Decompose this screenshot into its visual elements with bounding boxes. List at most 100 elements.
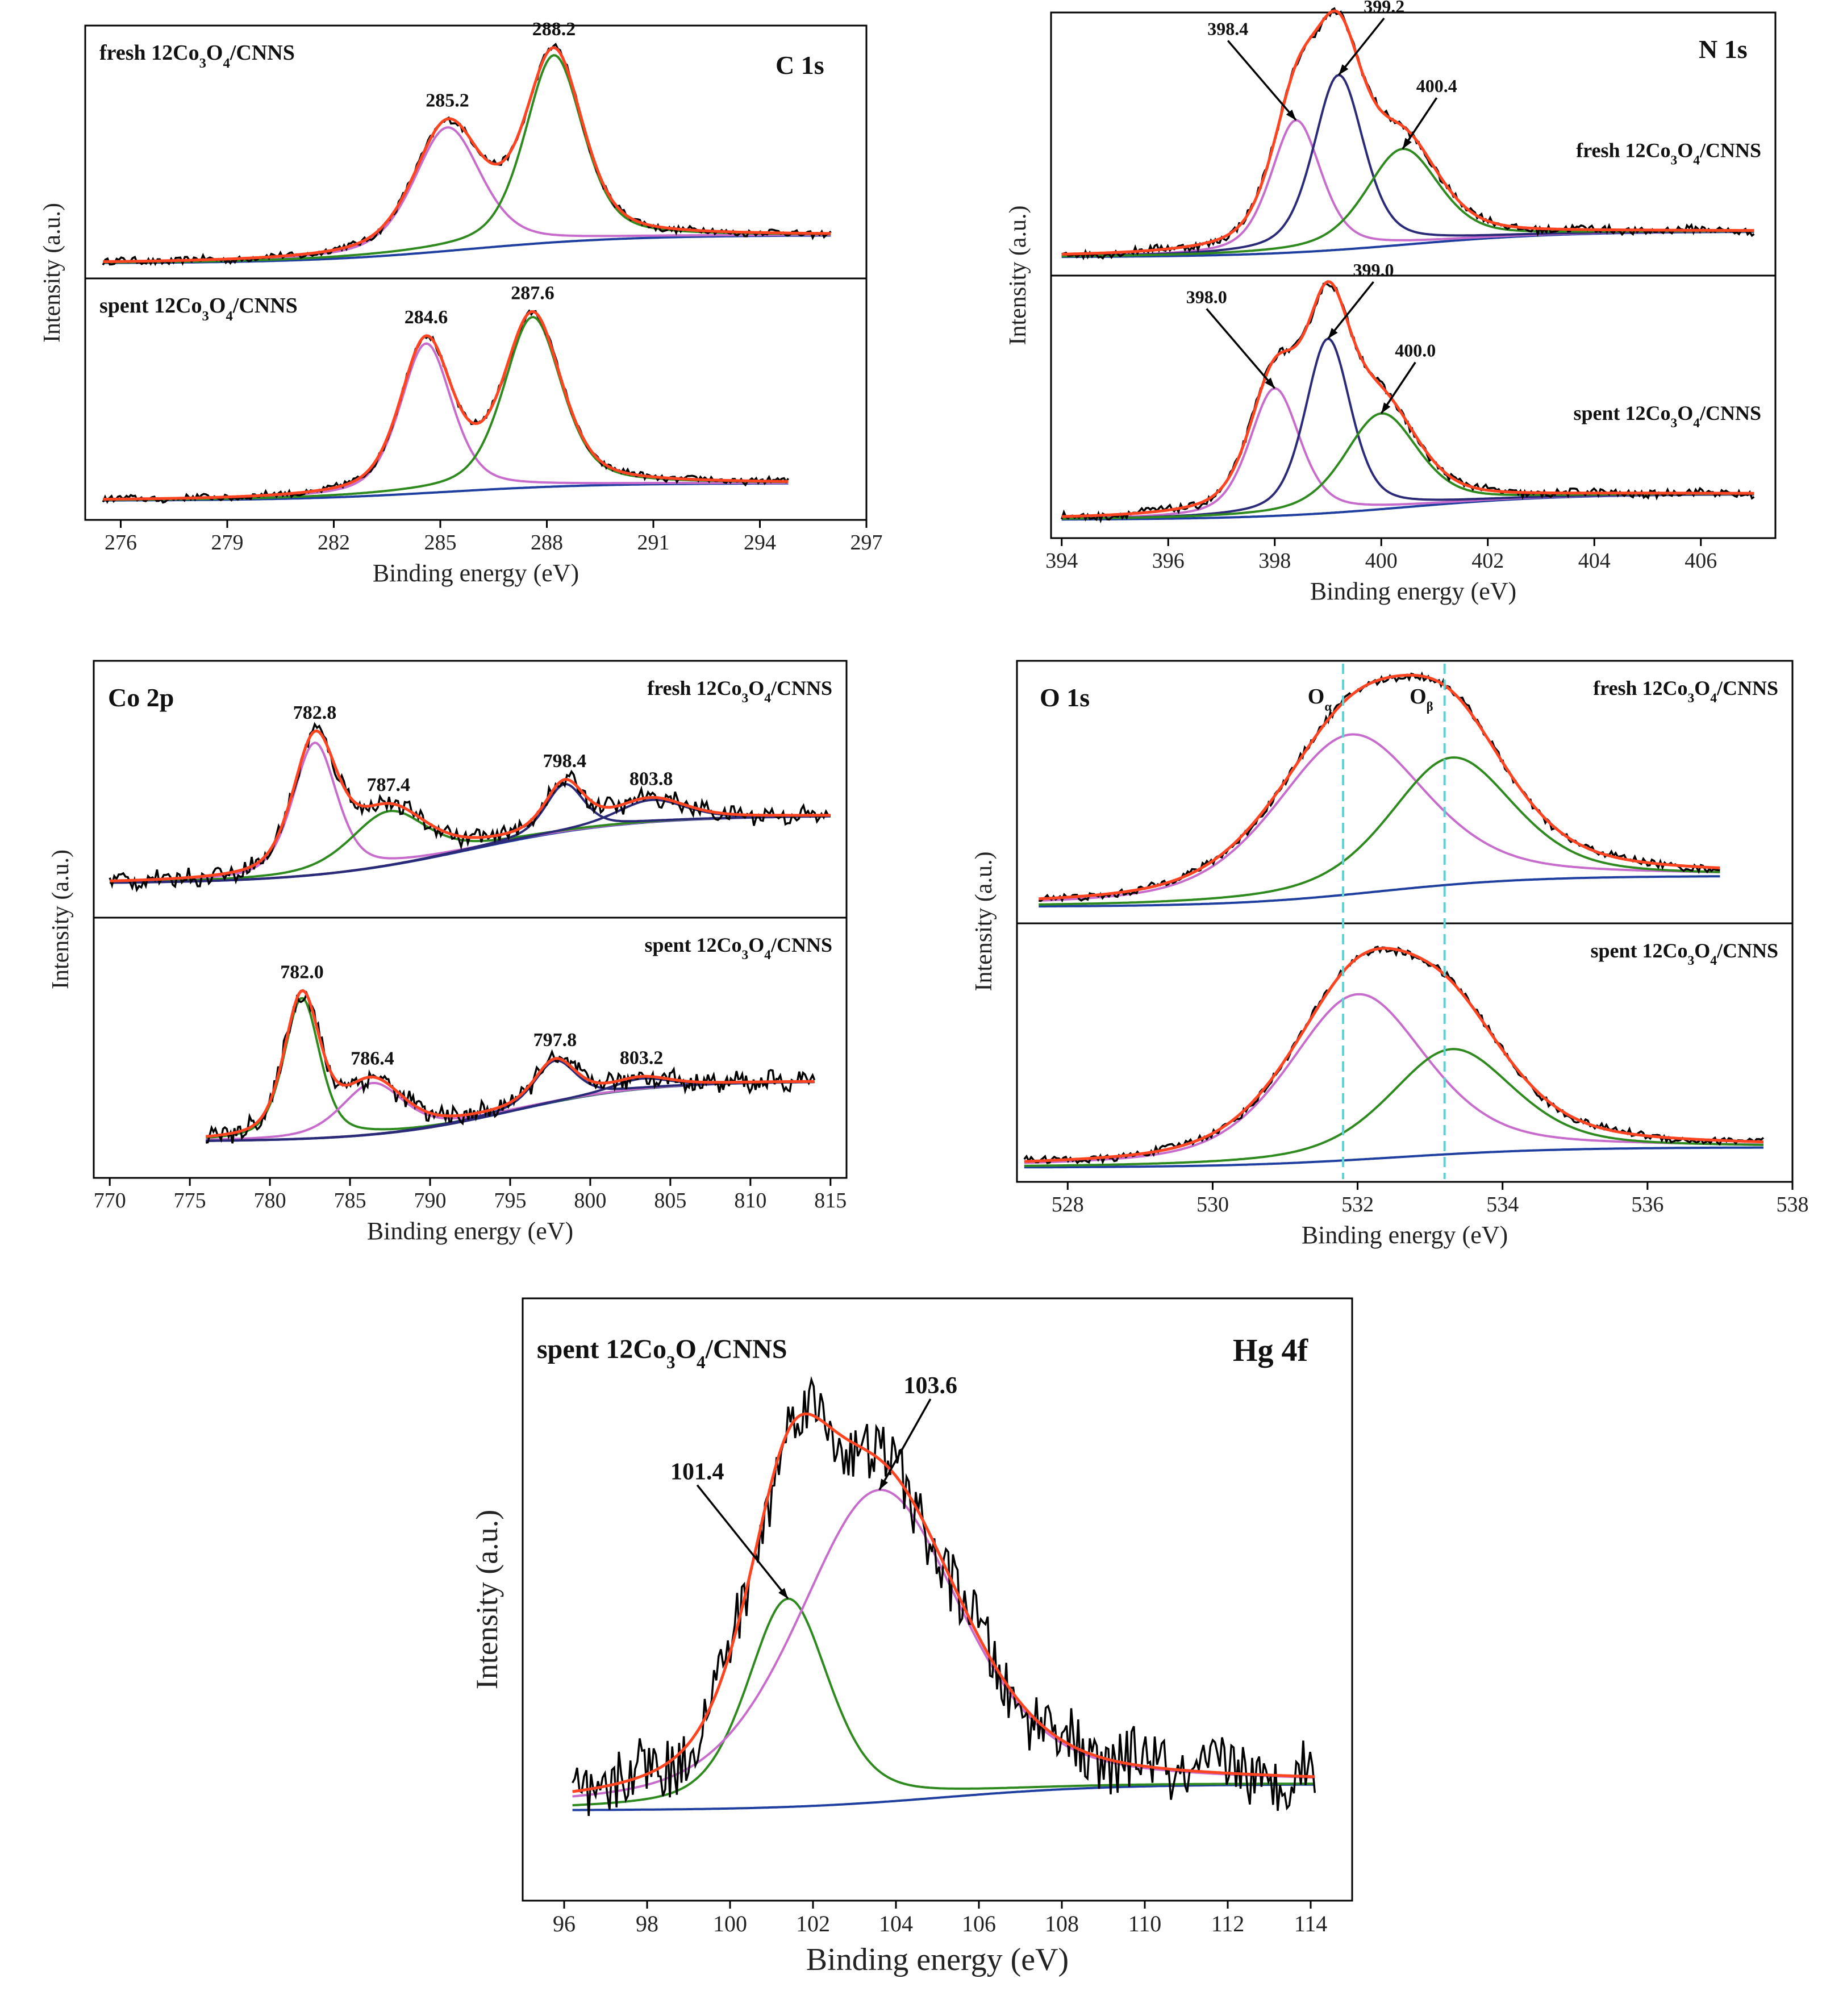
o1s-component-obeta xyxy=(1024,1048,1763,1167)
o1s-y-axis-title: Intensity (a.u.) xyxy=(971,851,997,991)
co2p-tick-label: 780 xyxy=(254,1189,286,1213)
hg4f-tick-label: 98 xyxy=(636,1911,658,1936)
o1s-component-oalpha xyxy=(1039,733,1720,902)
c1s-peak-label: 288.2 xyxy=(532,19,576,40)
hg4f-peak-label: 101.4 xyxy=(670,1459,724,1485)
n1s-arrow-head xyxy=(1286,109,1296,120)
hg4f-tick-label: 114 xyxy=(1294,1911,1328,1936)
co2p-sample-label: spent 12Co3O4/CNNS xyxy=(645,934,832,963)
co2p-tick-label: 770 xyxy=(94,1189,126,1213)
hg4f-arrow-head xyxy=(879,1478,888,1490)
n1s-peak-label: 400.4 xyxy=(1416,76,1457,96)
c1s-panel: 276 279 282 285 288 291 294 297 Binding energy (… xyxy=(39,19,883,587)
co2p-tick-label: 815 xyxy=(814,1189,847,1213)
n1s-x-axis-title: Binding energy (eV) xyxy=(1310,577,1516,605)
hg4f-tick-label: 110 xyxy=(1128,1911,1162,1936)
c1s-peak-label: 284.6 xyxy=(405,307,448,328)
o1s-tick-label: 530 xyxy=(1196,1193,1229,1217)
o1s-raw-data xyxy=(1023,945,1765,1165)
n1s-annotation-arrow xyxy=(1227,40,1297,121)
c1s-peak-label: 285.2 xyxy=(426,90,469,111)
co2p-panel: 770 775 780 785 790 795 800 805 810 815 Binding en… xyxy=(48,660,848,1245)
co2p-frame xyxy=(93,660,848,1179)
n1s-annotation-arrow xyxy=(1327,281,1374,340)
co2p-component-co2p32 xyxy=(206,997,815,1139)
n1s-peak-label: 398.4 xyxy=(1207,19,1248,39)
c1s-tick-label: 282 xyxy=(318,531,350,555)
co2p-y-axis-title: Intensity (a.u.) xyxy=(48,849,74,989)
n1s-title: N 1s xyxy=(1699,35,1748,64)
co2p-tick-label: 775 xyxy=(174,1189,206,1213)
co2p-envelope-fit xyxy=(110,729,831,882)
hg4f-tick-label: 102 xyxy=(796,1911,830,1936)
c1s-x-axis-title: Binding energy (eV) xyxy=(373,559,579,587)
hg4f-tick-label: 108 xyxy=(1045,1911,1079,1936)
n1s-sample-label: spent 12Co3O4/CNNS xyxy=(1574,402,1761,431)
n1s-tick-label: 398 xyxy=(1258,549,1291,573)
o1s-title: O 1s xyxy=(1040,683,1090,712)
n1s-arrow-head xyxy=(1328,328,1338,339)
hg4f-background-line xyxy=(572,1783,1315,1811)
c1s-envelope-fit xyxy=(103,46,831,263)
c1s-y-axis-title: Intensity (a.u.) xyxy=(39,203,65,343)
co2p-tick-label: 785 xyxy=(334,1189,366,1213)
c1s-sample-label: fresh 12Co3O4/CNNS xyxy=(99,41,295,71)
n1s-tick-label: 396 xyxy=(1152,549,1185,573)
co2p-peak-label: 786.4 xyxy=(351,1048,394,1069)
n1s-arrow-head xyxy=(1265,377,1275,389)
o1s-ref-label: Oβ xyxy=(1410,685,1433,714)
n1s-tick-label: 394 xyxy=(1045,549,1078,573)
o1s-component-obeta xyxy=(1039,756,1720,906)
hg4f-envelope-fit xyxy=(572,1412,1315,1793)
hg4f-tick-label: 96 xyxy=(553,1911,576,1936)
hg4f-panel: 96 98 100 102 104 106 108 110 112 114 Binding ener… xyxy=(470,1297,1353,1977)
co2p-peak-label: 803.2 xyxy=(620,1047,664,1068)
n1s-tick-label: 406 xyxy=(1685,549,1717,573)
n1s-component-cnh xyxy=(1061,412,1754,520)
o1s-sample-label: fresh 12Co3O4/CNNS xyxy=(1593,677,1778,706)
hg4f-y-axis-title: Intensity (a.u.) xyxy=(470,1510,504,1689)
co2p-title: Co 2p xyxy=(108,683,174,712)
n1s-y-axis-title: Intensity (a.u.) xyxy=(1005,205,1031,345)
c1s-envelope-fit xyxy=(103,310,789,501)
co2p-tick-label: 790 xyxy=(414,1189,447,1213)
co2p-sample-label: fresh 12Co3O4/CNNS xyxy=(647,677,832,706)
n1s-annotation-arrow xyxy=(1337,17,1385,76)
c1s-tick-label: 279 xyxy=(211,531,244,555)
n1s-annotation-arrow xyxy=(1206,308,1276,389)
hg4f-title: Hg 4f xyxy=(1233,1333,1309,1368)
co2p-peak-label: 797.8 xyxy=(533,1030,577,1051)
n1s-peak-label: 399.0 xyxy=(1353,260,1394,280)
c1s-tick-label: 297 xyxy=(850,531,883,555)
o1s-background-line xyxy=(1024,1146,1763,1169)
c1s-tick-label: 276 xyxy=(105,531,137,555)
hg4f-component-hg4f72 xyxy=(572,1597,1315,1807)
o1s-tick-label: 534 xyxy=(1486,1193,1519,1217)
hg4f-tick-label: 104 xyxy=(879,1911,913,1936)
hg4f-tick-label: 112 xyxy=(1211,1911,1245,1936)
co2p-peak-label: 782.8 xyxy=(293,702,337,723)
hg4f-frame xyxy=(522,1297,1353,1902)
o1s-tick-label: 528 xyxy=(1052,1193,1084,1217)
c1s-tick-label: 291 xyxy=(637,531,670,555)
co2p-tick-label: 795 xyxy=(494,1189,526,1213)
n1s-envelope-fit xyxy=(1061,9,1754,256)
co2p-peak-label: 787.4 xyxy=(366,774,410,795)
co2p-envelope-fit xyxy=(206,989,815,1138)
o1s-tick-label: 532 xyxy=(1341,1193,1374,1217)
co2p-peak-label: 782.0 xyxy=(280,961,324,982)
co2p-raw-data xyxy=(109,722,831,893)
n1s-arrow-head xyxy=(1402,138,1412,149)
n1s-arrow-head xyxy=(1381,402,1391,414)
hg4f-sample-label: spent 12Co3O4/CNNS xyxy=(537,1334,787,1372)
n1s-arrow-head xyxy=(1339,64,1349,76)
c1s-raw-data xyxy=(102,309,789,504)
co2p-peak-label: 803.8 xyxy=(629,768,673,789)
c1s-sample-label: spent 12Co3O4/CNNS xyxy=(99,294,298,324)
c1s-tick-label: 285 xyxy=(424,531,457,555)
o1s-x-axis-title: Binding energy (eV) xyxy=(1302,1221,1508,1249)
hg4f-annotation-arrow xyxy=(878,1398,932,1490)
n1s-tick-label: 400 xyxy=(1365,549,1398,573)
co2p-tick-label: 800 xyxy=(574,1189,606,1213)
